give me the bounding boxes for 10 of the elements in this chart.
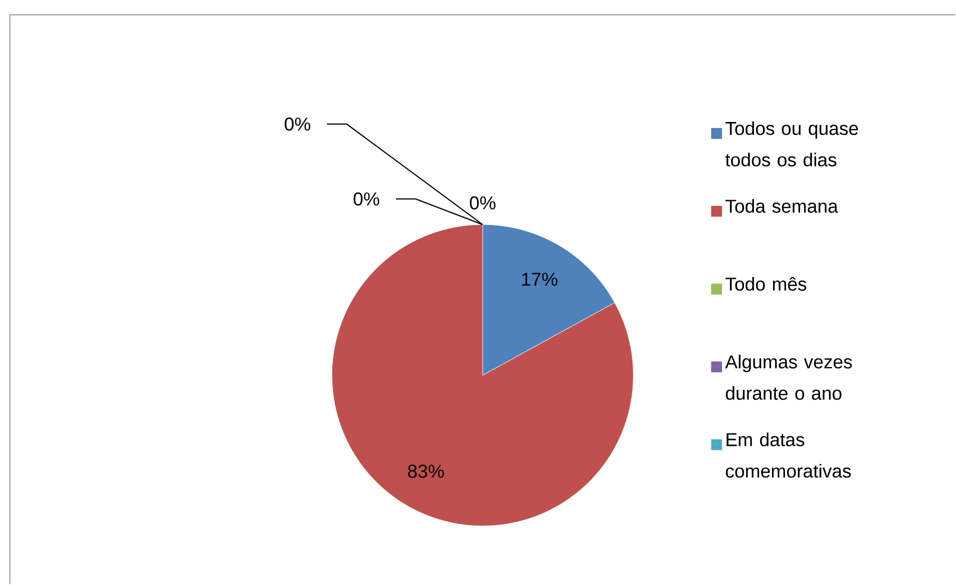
- legend-label: Algumas vezes durante o ano: [725, 354, 852, 400]
- text: 0%: [284, 118, 310, 131]
- text: 0%: [470, 196, 496, 210]
- data-label: 83%: [408, 464, 444, 478]
- legend-label: Em datas comemorativas: [726, 432, 851, 478]
- text: 0%: [354, 192, 380, 206]
- legend-label: Todo mês: [726, 277, 806, 291]
- legend-label: Todos ou quase todos os dias: [725, 122, 858, 167]
- legend-label: Toda semana: [726, 199, 838, 214]
- data-label: 17%: [522, 272, 558, 286]
